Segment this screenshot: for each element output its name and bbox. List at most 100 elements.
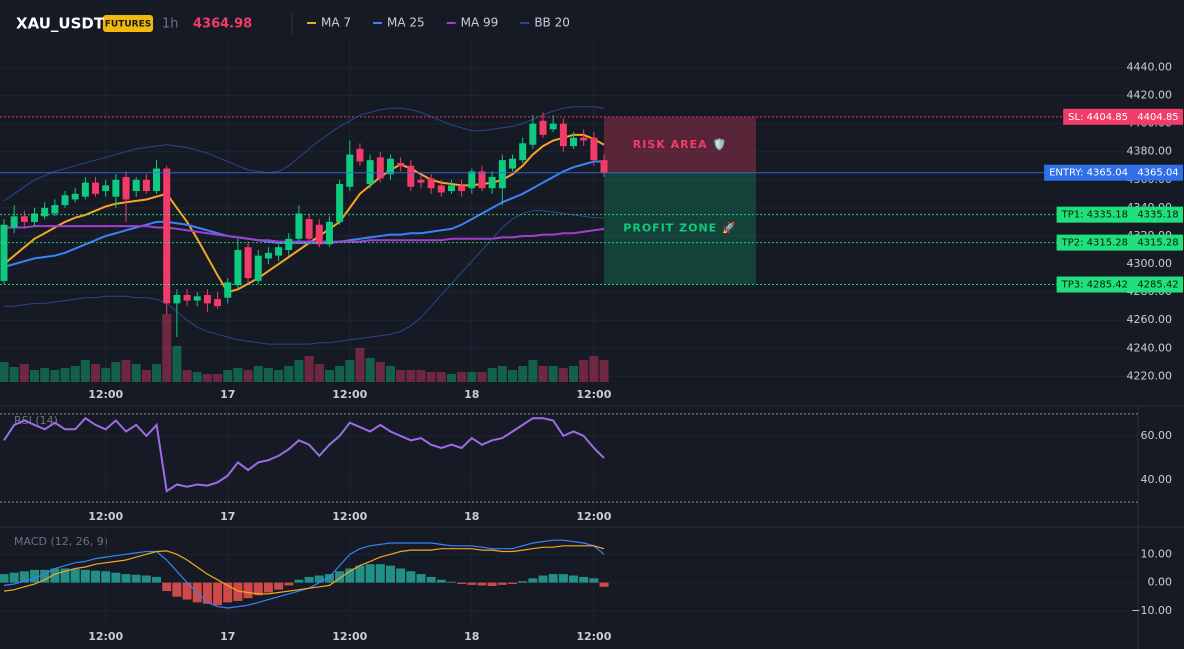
volume-bar <box>365 358 375 382</box>
x-tick-label: 18 <box>464 510 479 523</box>
x-tick-label: 17 <box>220 510 235 523</box>
volume-bar <box>19 364 29 382</box>
volume-bar <box>50 370 60 382</box>
candle-body <box>315 224 323 245</box>
candle-body <box>71 193 79 200</box>
macd-hist <box>385 565 395 583</box>
macd-hist <box>375 564 385 583</box>
y-tick-label: 4220.00 <box>1127 369 1173 382</box>
y-tick-label: 4240.00 <box>1127 341 1173 354</box>
macd-hist <box>508 582 517 585</box>
volume-bar <box>70 366 80 382</box>
macd-hist <box>497 582 507 585</box>
macd-hist <box>50 568 60 583</box>
macd-hist <box>457 582 467 585</box>
candle-body <box>51 205 59 214</box>
candle-body <box>427 178 435 189</box>
volume-bar <box>487 368 497 382</box>
volume-bar <box>436 372 446 382</box>
macd-hist <box>335 571 345 583</box>
candle-body <box>570 137 578 147</box>
volume-bar <box>263 368 273 382</box>
macd-hist <box>558 574 568 583</box>
legend-label: MA 25 <box>387 16 425 30</box>
x-tick-label: 12:00 <box>88 510 123 523</box>
candle-body <box>305 219 313 239</box>
x-tick-label: 18 <box>464 630 479 643</box>
macd-hist <box>253 582 263 596</box>
macd-hist <box>518 581 528 583</box>
x-tick-label: 17 <box>220 630 235 643</box>
macd-hist <box>182 582 192 600</box>
volume-bar <box>121 360 131 382</box>
symbol: XAU_USDT <box>16 15 105 33</box>
candle-body <box>295 213 303 239</box>
axis-tag-bg <box>1133 206 1183 223</box>
axis-tag: 4365.04 <box>1137 168 1178 179</box>
x-tick-label: 12:00 <box>332 388 367 401</box>
interval: 1h <box>162 17 179 32</box>
volume-bar <box>528 360 538 382</box>
volume-bar <box>457 372 467 382</box>
candle-body <box>193 296 201 301</box>
macd-hist <box>406 571 416 583</box>
level-tag-bg <box>1063 108 1133 125</box>
macd-hist <box>569 575 579 583</box>
candle-body <box>559 123 567 147</box>
candle-body <box>173 294 181 304</box>
macd-hist <box>274 582 284 590</box>
level-tag-bg <box>1056 206 1133 223</box>
x-tick-label: 12:00 <box>576 388 611 401</box>
volume-bar <box>9 367 19 382</box>
volume-bar <box>80 360 90 382</box>
zone <box>604 116 756 173</box>
candle-body <box>590 137 598 161</box>
volume-bar <box>508 370 517 382</box>
x-tick-label: 12:00 <box>88 388 123 401</box>
level-tag: TP2: 4315.28 <box>1061 238 1128 249</box>
macd-hist <box>467 582 477 585</box>
macd-hist <box>314 575 324 583</box>
y-tick-label: −10.00 <box>1131 604 1172 617</box>
y-tick-label: 10.00 <box>1141 547 1173 560</box>
candle-body <box>0 224 8 281</box>
candle-body <box>539 120 547 135</box>
volume-bar <box>233 368 243 382</box>
candle-body <box>458 185 466 192</box>
zone <box>604 172 756 285</box>
macd-hist <box>294 579 304 583</box>
x-tick-label: 12:00 <box>88 630 123 643</box>
volume-bar <box>141 370 151 382</box>
volume-bar <box>101 368 111 382</box>
level-tag: TP1: 4335.18 <box>1061 210 1128 221</box>
macd-title: MACD (12, 26, 9) <box>14 535 108 548</box>
candle-body <box>112 179 120 197</box>
candle-body <box>376 157 384 179</box>
candle-body <box>437 185 445 193</box>
level-tag-bg <box>1044 164 1133 181</box>
volume-bar <box>497 366 507 382</box>
macd-hist <box>426 576 436 583</box>
y-tick-label: 4420.00 <box>1127 89 1173 102</box>
volume-bar <box>548 366 558 382</box>
candle-body <box>417 179 425 183</box>
macd-hist <box>152 576 162 583</box>
y-tick-label: 4380.00 <box>1127 145 1173 158</box>
macd-hist <box>263 582 273 593</box>
volume-bar <box>538 366 548 382</box>
candle-body <box>488 176 496 189</box>
volume-bar <box>467 372 477 382</box>
macd-hist <box>538 575 548 583</box>
x-tick-label: 12:00 <box>332 510 367 523</box>
macd-hist <box>223 582 233 603</box>
volume-bar <box>284 366 294 382</box>
bb-lower <box>4 210 604 345</box>
macd-hist <box>446 581 456 583</box>
candle-body <box>346 154 354 187</box>
volume-bar <box>426 372 436 382</box>
volume-bar <box>375 362 385 382</box>
candle-body <box>478 171 486 189</box>
candle-body <box>183 294 191 301</box>
